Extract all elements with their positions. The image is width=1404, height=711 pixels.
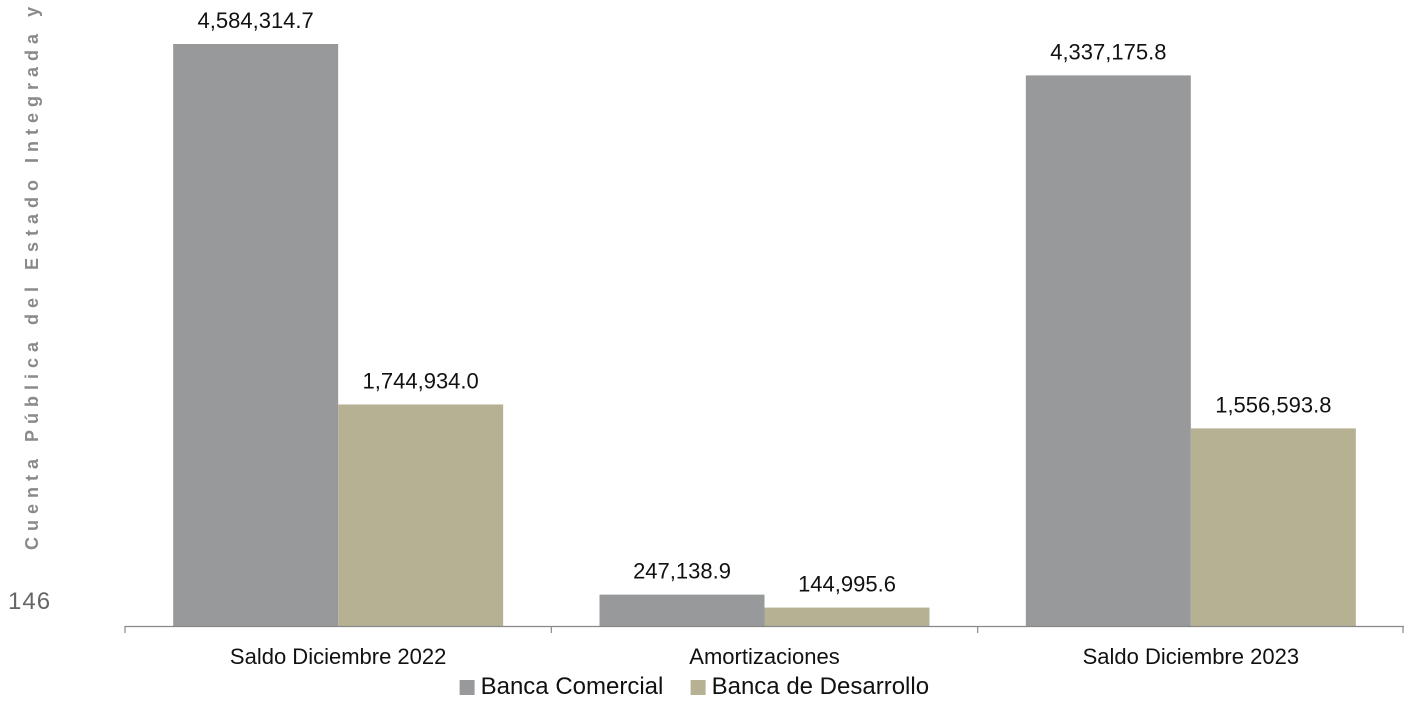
page-number: 146 bbox=[8, 588, 52, 615]
legend-swatch-comercial bbox=[459, 680, 475, 695]
legend-swatch-desarrollo bbox=[690, 680, 706, 695]
x-tick-label: Saldo Diciembre 2023 bbox=[1083, 644, 1299, 669]
data-label: 144,995.6 bbox=[798, 572, 896, 597]
bar-comercial-0 bbox=[173, 44, 339, 626]
data-label: 247,138.9 bbox=[633, 559, 731, 584]
x-tick-label: Saldo Diciembre 2022 bbox=[230, 644, 446, 669]
data-label: 1,744,934.0 bbox=[363, 368, 479, 393]
data-label: 4,584,314.7 bbox=[198, 8, 314, 33]
data-labels-group: 4,584,314.7 1,744,934.0 247,138.9 144,995.6… bbox=[198, 8, 1332, 597]
data-label: 4,337,175.8 bbox=[1050, 39, 1166, 64]
legend: Banca Comercial Banca de Desarrollo bbox=[459, 673, 929, 700]
x-axis bbox=[124, 625, 1404, 633]
bar-comercial-1 bbox=[599, 594, 765, 626]
x-tick-label: Amortizaciones bbox=[689, 644, 839, 669]
bar-comercial-2 bbox=[1025, 75, 1191, 626]
bars-group bbox=[173, 44, 1356, 626]
x-tick-labels: Saldo Diciembre 2022 Amortizaciones Saldo … bbox=[230, 644, 1299, 669]
bar-desarrollo-0 bbox=[338, 404, 504, 626]
bar-desarrollo-1 bbox=[764, 607, 930, 626]
legend-label: Banca Comercial bbox=[481, 673, 664, 700]
bar-desarrollo-2 bbox=[1190, 428, 1356, 626]
legend-label: Banca de Desarrollo bbox=[712, 673, 929, 700]
data-label: 1,556,593.8 bbox=[1215, 392, 1331, 417]
